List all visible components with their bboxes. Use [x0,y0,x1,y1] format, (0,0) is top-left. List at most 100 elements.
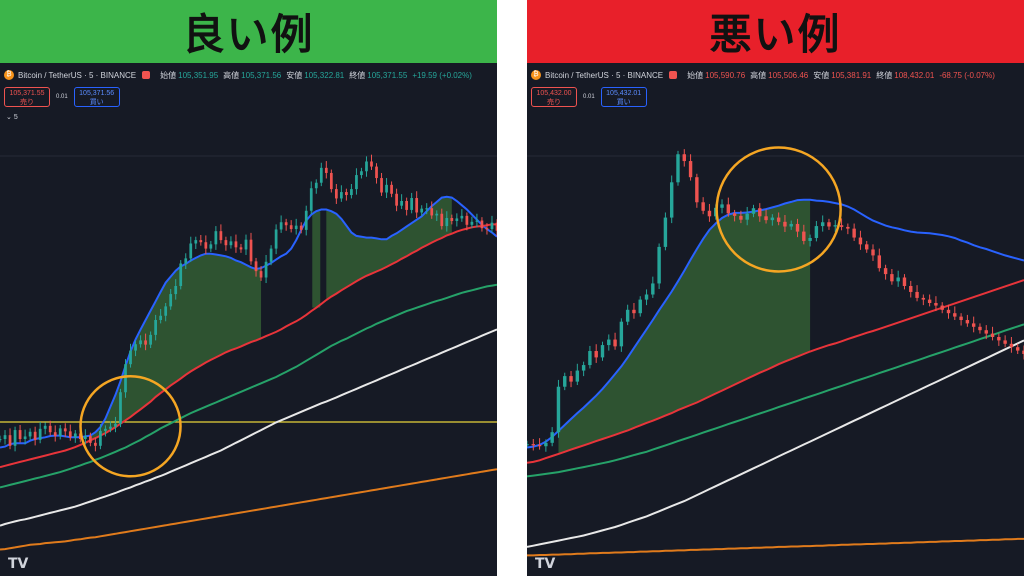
symbol-header: ₿ Bitcoin / TetherUS · 5 · BINANCE 始値 10… [527,67,1024,83]
candle-2 [537,444,542,447]
panel-bad-example: 悪い例 ₿ Bitcoin / TetherUS · 5 · BINANCE 始… [527,0,1024,576]
high-value: 105,506.46 [768,70,809,80]
candle-48 [239,247,243,250]
candle-43 [214,231,218,245]
candle-64 [927,299,932,303]
candle-16 [625,309,630,322]
buy-button[interactable]: 105,432.01 買い [600,87,647,107]
candle-17 [632,309,636,314]
chart-canvas-bad[interactable] [527,63,1024,576]
candle-42 [209,244,213,249]
buy-button[interactable]: 105,371.56 買い [73,87,120,107]
candle-45 [808,237,812,241]
change-value: -68.75 (-0.07%) [939,70,995,80]
candle-60 [902,277,907,286]
candle-0 [0,439,2,441]
candle-98 [490,222,494,230]
panel-good-example: 良い例 ₿ Bitcoin / TetherUS · 5 · BINANCE 始… [0,0,497,576]
candle-73 [984,330,988,334]
sell-button[interactable]: 105,432.00 売り [531,87,577,107]
candle-51 [846,226,850,229]
highlight-circle [715,146,842,273]
candle-44 [219,231,223,241]
candle-14 [68,431,72,438]
candle-68 [953,313,957,317]
candle-1 [3,435,7,439]
candle-93 [465,215,469,225]
candle-63 [314,182,318,189]
candle-88 [440,213,444,227]
buy-label: 買い [89,99,104,106]
candle-44 [802,231,806,241]
candle-24 [676,154,680,183]
ma-line-0 [527,198,1024,449]
candle-55 [274,229,278,249]
chart-canvas-good[interactable] [0,63,497,576]
fill-span-0 [558,199,811,454]
candle-33 [732,213,737,216]
sell-label: 売り [20,99,34,106]
candle-5 [23,436,27,439]
candle-68 [340,192,343,199]
candle-91 [455,218,459,221]
ma-line-1 [0,223,497,469]
candle-18 [88,436,92,443]
candle-1 [531,444,535,446]
candle-50 [839,225,844,227]
candle-47 [820,222,825,227]
candle-9 [43,425,47,429]
candle-87 [435,213,439,216]
bitcoin-icon: ₿ [4,70,14,80]
candle-56 [877,255,882,269]
symbol-name[interactable]: Bitcoin / TetherUS · 5 · BINANCE [18,70,137,80]
candle-13 [607,339,611,346]
low-value: 105,322.81 [304,70,345,80]
candle-35 [745,213,749,220]
candle-96 [480,220,484,229]
candle-75 [375,166,378,179]
high-value: 105,371.56 [241,70,282,80]
low-label: 安値 [286,70,303,80]
candle-55 [871,249,875,256]
candle-74 [370,161,373,167]
symbol-name[interactable]: Bitcoin / TetherUS · 5 · BINANCE [545,70,664,80]
candle-43 [795,223,800,232]
candle-2 [8,435,12,446]
candle-51 [254,261,258,272]
banner-good: 良い例 [0,0,497,63]
candle-78 [1016,347,1020,351]
candle-31 [154,320,157,335]
candle-76 [380,178,383,193]
candle-85 [425,208,429,210]
chart-good[interactable]: ₿ Bitcoin / TetherUS · 5 · BINANCE 始値 10… [0,63,497,576]
tradingview-logo: TV [8,556,29,572]
candle-58 [289,225,293,230]
ma-line-2 [527,323,1024,478]
candle-65 [934,303,938,306]
interval-label: 5 [13,114,18,121]
candle-45 [224,240,228,246]
indicator-toggle[interactable]: ⌄ 5 [6,113,18,121]
candle-39 [194,240,198,244]
sell-button[interactable]: 105,371.55 売り [4,87,50,107]
candle-30 [149,334,152,345]
candle-7 [569,376,573,382]
chart-bad[interactable]: ₿ Bitcoin / TetherUS · 5 · BINANCE 始値 10… [527,63,1024,576]
candle-37 [758,208,762,217]
candle-24 [119,392,122,424]
candle-95 [475,220,479,222]
candle-17 [83,436,87,439]
candle-10 [588,351,592,366]
candle-34 [739,215,743,220]
candle-77 [1009,343,1014,348]
low-value: 105,381.91 [831,70,872,80]
candle-36 [179,263,183,286]
candle-57 [883,268,888,275]
candle-57 [284,222,288,226]
candle-36 [751,208,756,214]
candle-81 [405,201,409,210]
exchange-flag-icon [142,71,151,79]
candle-80 [400,201,403,206]
high-label: 高値 [223,70,240,80]
candle-25 [682,154,686,162]
